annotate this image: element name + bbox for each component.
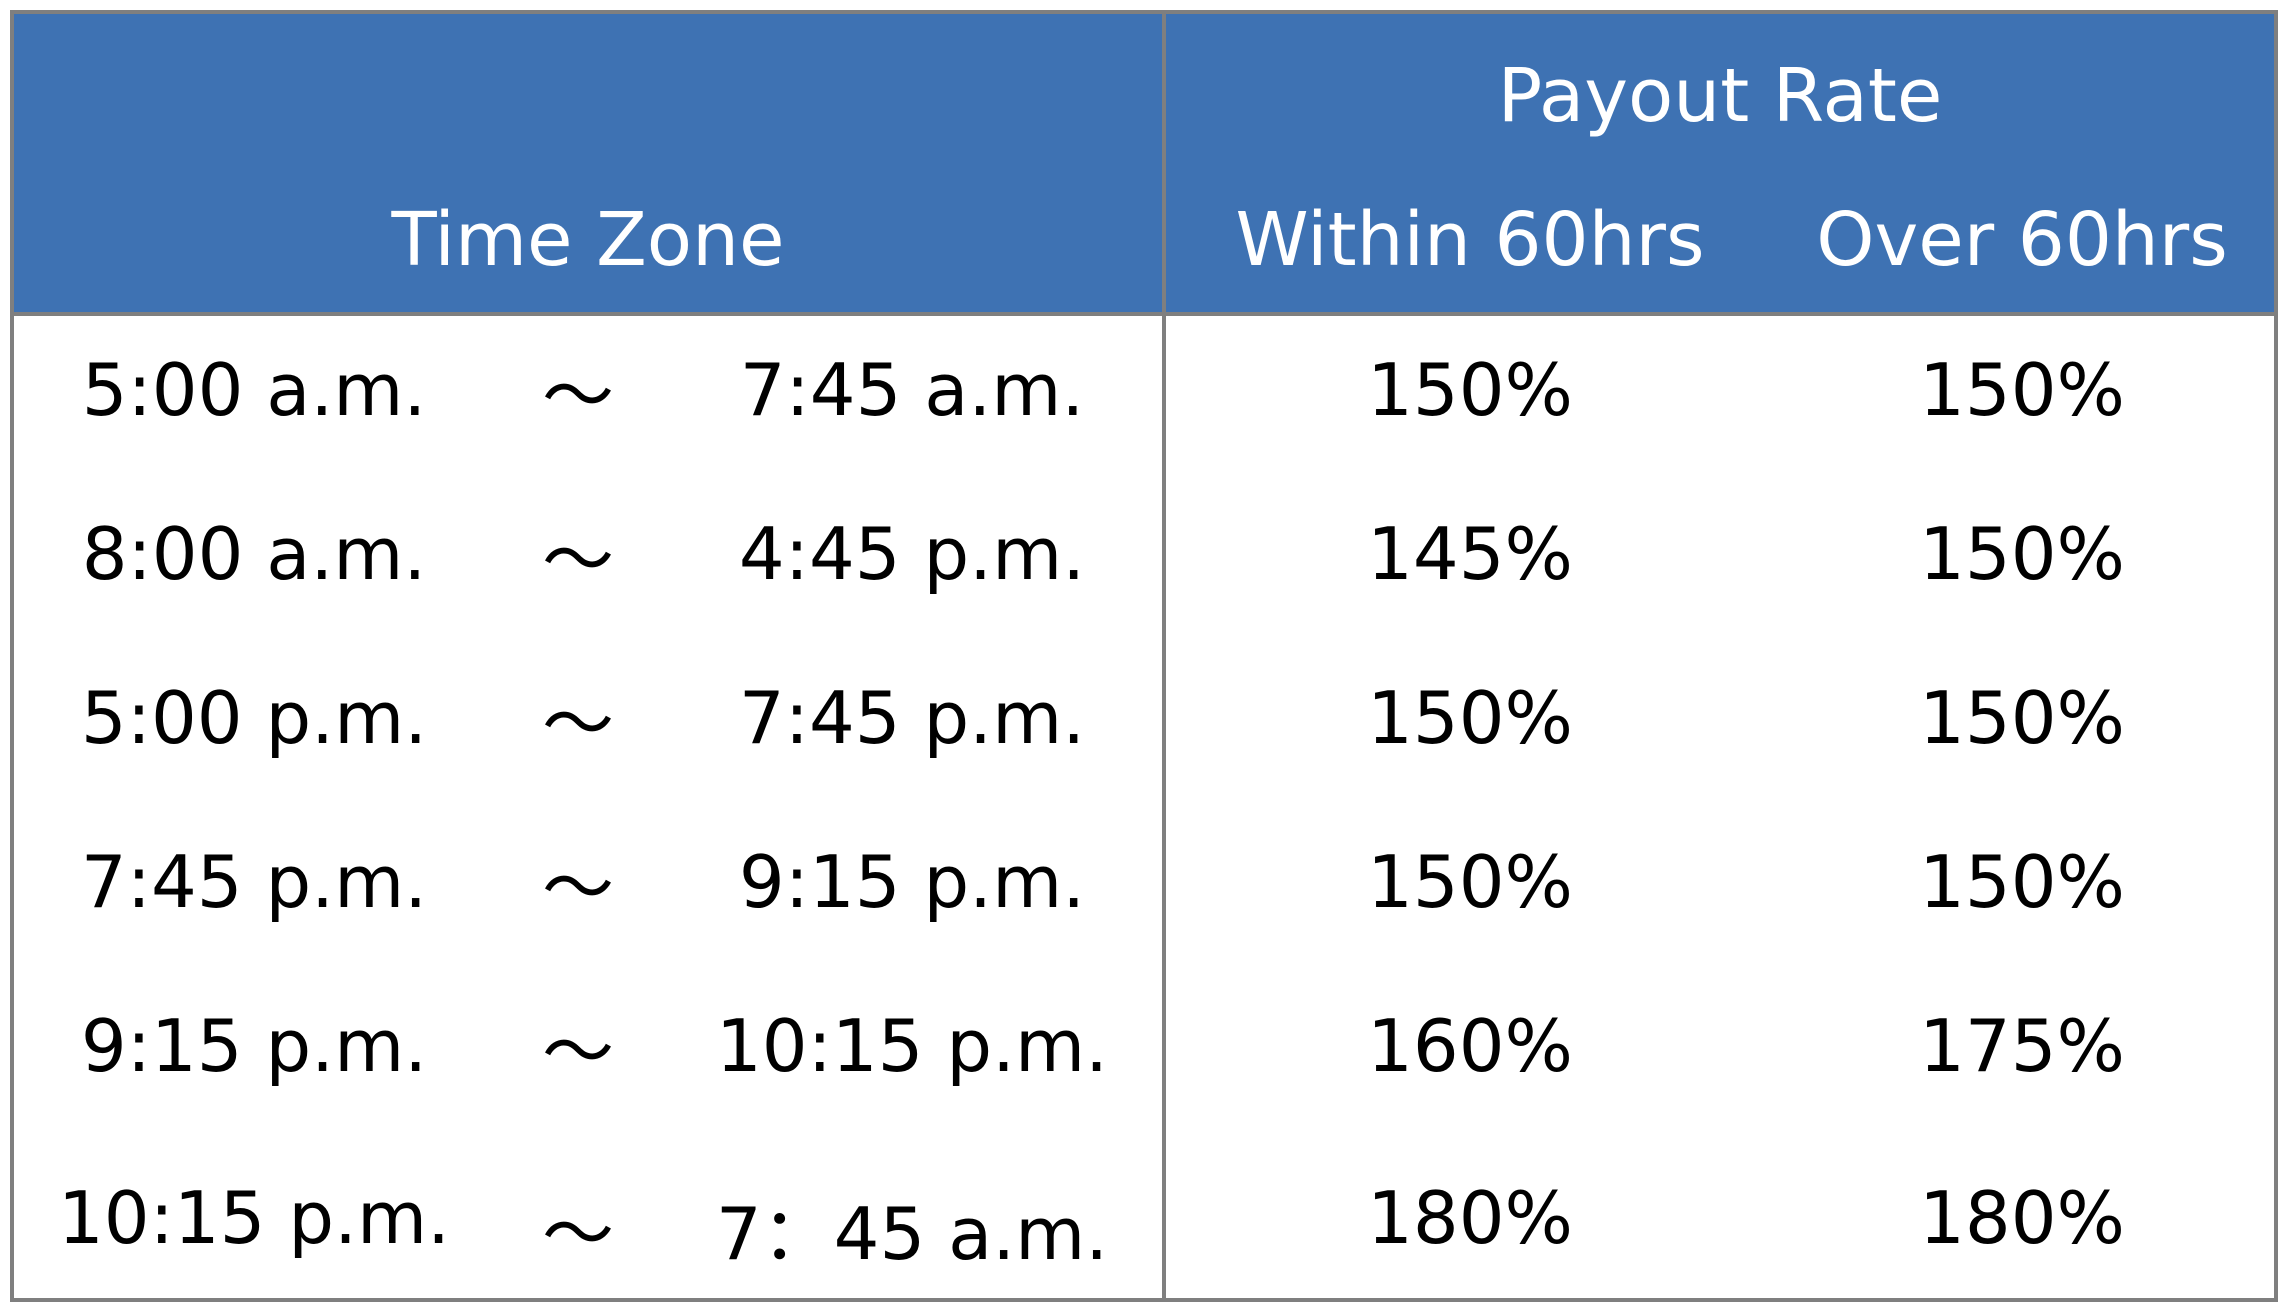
row-within-60hrs: 150% xyxy=(1367,840,1573,924)
column-divider xyxy=(1162,14,1166,1298)
header-time-zone: Time Zone xyxy=(391,197,785,283)
row-start-time: 7:45 p.m. xyxy=(80,840,428,924)
row-start-time: 10:15 p.m. xyxy=(58,1176,450,1260)
row-end-time: 9:15 p.m. xyxy=(738,840,1086,924)
payout-rate-table: Time Zone Payout Rate Within 60hrs Over … xyxy=(10,10,2278,1302)
row-within-60hrs: 150% xyxy=(1367,676,1573,760)
range-separator: ～ xyxy=(541,846,615,930)
row-within-60hrs: 160% xyxy=(1367,1004,1573,1088)
row-over-60hrs: 150% xyxy=(1919,512,2125,596)
row-over-60hrs: 180% xyxy=(1919,1176,2125,1260)
range-separator: ～ xyxy=(541,1010,615,1094)
row-within-60hrs: 145% xyxy=(1367,512,1573,596)
range-separator: ～ xyxy=(541,682,615,766)
row-over-60hrs: 175% xyxy=(1919,1004,2125,1088)
row-start-time: 5:00 a.m. xyxy=(81,348,427,432)
range-separator: ～ xyxy=(541,1192,615,1276)
row-start-time: 5:00 p.m. xyxy=(80,676,428,760)
row-end-time: 4:45 p.m. xyxy=(738,512,1086,596)
row-over-60hrs: 150% xyxy=(1919,840,2125,924)
header-bottom-border xyxy=(14,312,2274,316)
row-within-60hrs: 150% xyxy=(1367,348,1573,432)
header-within-60hrs: Within 60hrs xyxy=(1235,197,1705,283)
row-end-time: 10:15 p.m. xyxy=(716,1004,1108,1088)
row-over-60hrs: 150% xyxy=(1919,676,2125,760)
table-header: Time Zone Payout Rate Within 60hrs Over … xyxy=(14,14,2274,312)
row-over-60hrs: 150% xyxy=(1919,348,2125,432)
row-end-time: 7:45 p.m. xyxy=(738,676,1086,760)
row-start-time: 9:15 p.m. xyxy=(80,1004,428,1088)
row-start-time: 8:00 a.m. xyxy=(81,512,427,596)
range-separator: ～ xyxy=(541,354,615,438)
row-end-time: 7:45 a.m. xyxy=(739,348,1085,432)
row-end-time: 7：45 a.m. xyxy=(715,1192,1109,1276)
row-within-60hrs: 180% xyxy=(1367,1176,1573,1260)
header-payout-rate: Payout Rate xyxy=(1497,53,1943,139)
range-separator: ～ xyxy=(541,518,615,602)
header-over-60hrs: Over 60hrs xyxy=(1816,197,2228,283)
